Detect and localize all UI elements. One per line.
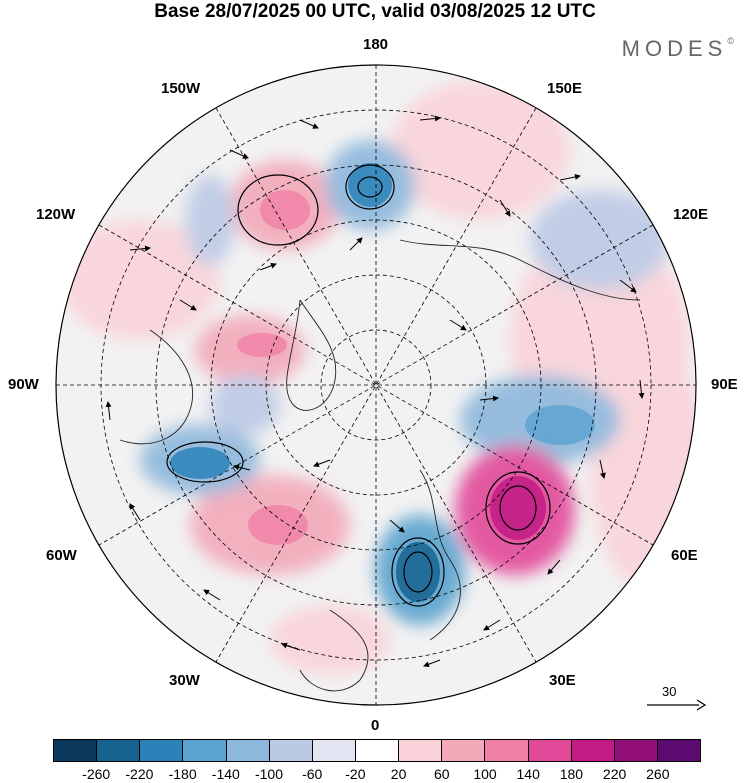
lon-label-150w: 150W (161, 80, 201, 97)
lon-label-30w: 30W (169, 672, 200, 689)
colorbar-segment (97, 740, 141, 761)
colorbar-segment (312, 740, 356, 761)
lon-label-120w: 120W (36, 206, 76, 223)
anomaly-field (60, 80, 696, 675)
colorbar-segment (140, 740, 184, 761)
colorbar-tick-label: -260 (82, 766, 111, 782)
graticule (56, 65, 696, 705)
colorbar-tick-label: -20 (345, 766, 366, 782)
colorbar-segment (399, 740, 443, 761)
colorbar-tick-label: 140 (516, 766, 540, 782)
logo-mark: © (727, 36, 734, 46)
lon-label-60e: 60E (671, 547, 698, 564)
colorbar-segment (355, 740, 400, 761)
colorbar-tick-label: 180 (559, 766, 584, 782)
colorbar-tick-label: 260 (646, 766, 670, 782)
colorbar-segment (54, 740, 98, 761)
map-border (55, 64, 697, 706)
colorbar-segment (269, 740, 313, 761)
map-title: Base 28/07/2025 00 UTC, valid 03/08/2025… (154, 1, 596, 22)
colorbar-tick-label: -140 (211, 766, 240, 782)
lon-label-120e: 120E (673, 206, 709, 223)
colorbar-segment (485, 740, 529, 761)
colorbar-segment (226, 740, 270, 761)
colorbar-tick-label: 100 (473, 766, 497, 782)
lon-label-60w: 60W (46, 547, 77, 564)
colorbar-tick-label: 60 (434, 766, 450, 782)
wind-vectors (105, 115, 645, 668)
modes-logo: MODES© (622, 36, 734, 62)
colorbar-tick-label: 20 (390, 766, 407, 782)
colorbar-segment (571, 740, 615, 761)
colorbar-tick-label: -180 (168, 766, 197, 782)
colorbar-segment (528, 740, 572, 761)
lon-label-150e: 150E (547, 80, 583, 97)
reference-vector-label: 30 (662, 684, 677, 699)
logo-text: MODES (621, 36, 728, 61)
colorbar-segment (657, 740, 701, 761)
colorbar (53, 739, 701, 762)
lon-label-30e: 30E (549, 672, 576, 689)
colorbar-tick-label: -220 (125, 766, 154, 782)
colorbar-segment (183, 740, 227, 761)
lon-label-90w: 90W (8, 376, 39, 393)
reference-vector-arrow (647, 699, 707, 711)
colorbar-segment (614, 740, 658, 761)
colorbar-tick-label: 220 (602, 766, 627, 782)
lon-label-0: 0 (371, 717, 380, 734)
colorbar-tick-label: -60 (302, 766, 323, 782)
colorbar-segment (442, 740, 486, 761)
lon-label-180: 180 (363, 36, 389, 53)
colorbar-tick-label: -100 (254, 766, 284, 782)
lon-label-90e: 90E (711, 376, 738, 393)
coastlines (119, 239, 641, 692)
